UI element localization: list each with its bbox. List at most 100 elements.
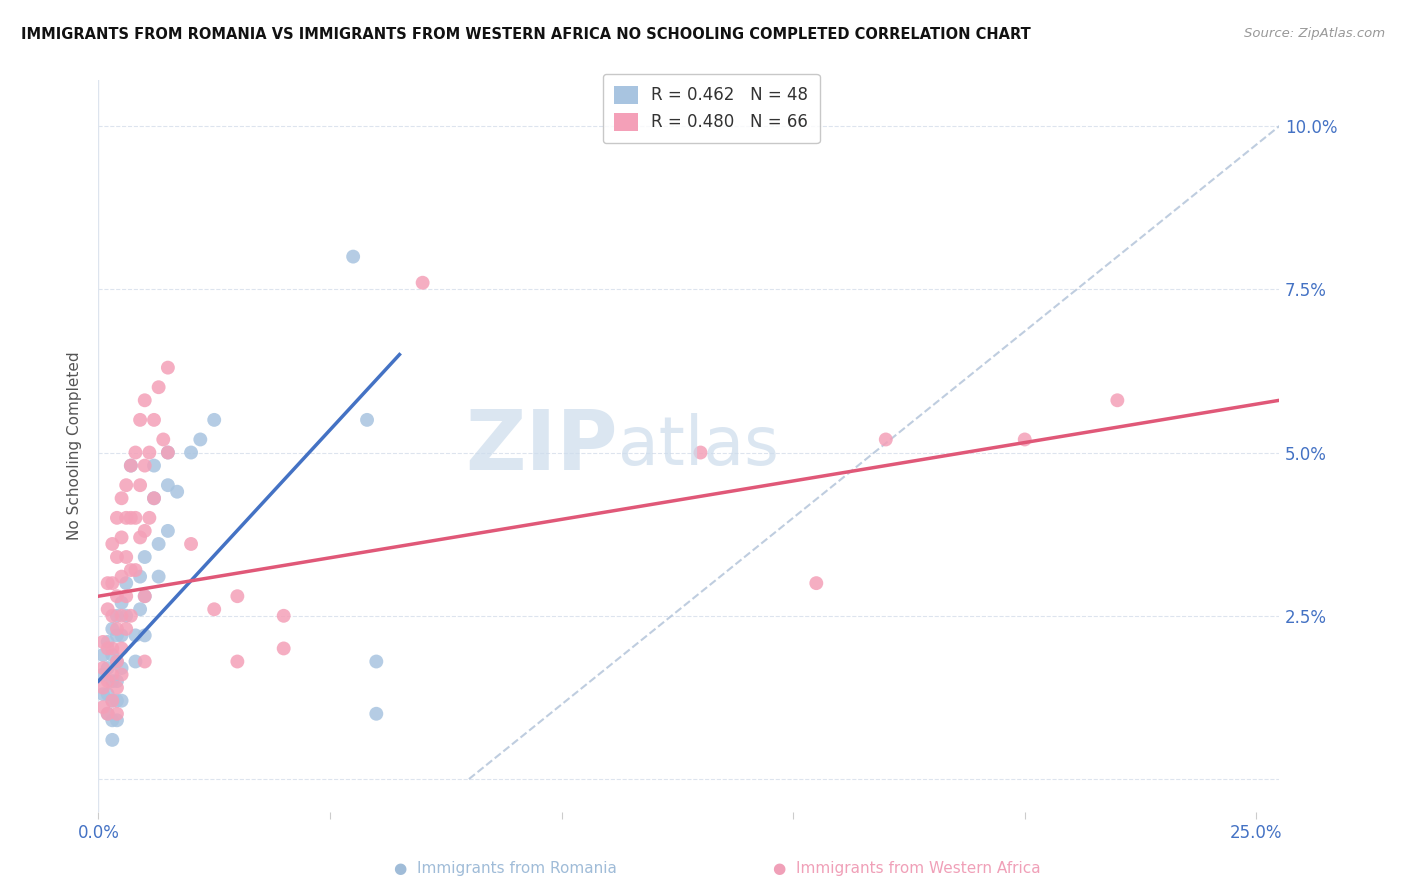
- Point: [105, 549, 128, 564]
- Point: [110, 641, 132, 656]
- Point: [101, 576, 124, 591]
- Text: ●  Immigrants from Romania: ● Immigrants from Romania: [394, 861, 617, 876]
- Point: [120, 608, 142, 623]
- Point: [412, 276, 434, 290]
- Point: [689, 445, 711, 459]
- Point: [134, 393, 156, 408]
- Point: [101, 674, 124, 689]
- Point: [134, 458, 156, 473]
- Point: [101, 694, 124, 708]
- Point: [134, 524, 156, 538]
- Text: atlas: atlas: [619, 413, 779, 479]
- Point: [110, 491, 132, 506]
- Point: [134, 549, 156, 564]
- Point: [180, 537, 202, 551]
- Point: [97, 576, 120, 591]
- Point: [101, 694, 124, 708]
- Point: [120, 563, 142, 577]
- Point: [226, 589, 249, 603]
- Point: [143, 491, 166, 506]
- Point: [105, 706, 128, 721]
- Point: [202, 602, 225, 616]
- Point: [143, 458, 166, 473]
- Point: [101, 648, 124, 662]
- Point: [91, 635, 114, 649]
- Point: [91, 687, 114, 701]
- Point: [97, 641, 120, 656]
- Point: [366, 706, 388, 721]
- Point: [129, 602, 152, 616]
- Point: [105, 714, 128, 728]
- Point: [156, 445, 179, 459]
- Point: [101, 537, 124, 551]
- Point: [115, 622, 138, 636]
- Point: [156, 360, 179, 375]
- Point: [101, 608, 124, 623]
- Point: [105, 655, 128, 669]
- Point: [129, 530, 152, 544]
- Point: [143, 491, 166, 506]
- Point: [124, 655, 146, 669]
- Point: [1107, 393, 1129, 408]
- Point: [129, 478, 152, 492]
- Point: [105, 681, 128, 695]
- Point: [97, 674, 120, 689]
- Point: [97, 661, 120, 675]
- Point: [110, 694, 132, 708]
- Point: [105, 694, 128, 708]
- Point: [97, 602, 120, 616]
- Point: [110, 661, 132, 675]
- Text: ●  Immigrants from Western Africa: ● Immigrants from Western Africa: [773, 861, 1040, 876]
- Point: [115, 589, 138, 603]
- Point: [366, 655, 388, 669]
- Point: [156, 445, 179, 459]
- Point: [91, 661, 114, 675]
- Point: [356, 413, 378, 427]
- Point: [138, 445, 160, 459]
- Point: [101, 641, 124, 656]
- Point: [105, 511, 128, 525]
- Point: [148, 569, 170, 583]
- Point: [91, 681, 114, 695]
- Point: [97, 635, 120, 649]
- Point: [1014, 433, 1036, 447]
- Point: [120, 511, 142, 525]
- Point: [134, 589, 156, 603]
- Point: [91, 667, 114, 681]
- Point: [105, 608, 128, 623]
- Point: [188, 433, 211, 447]
- Point: [110, 596, 132, 610]
- Point: [180, 445, 202, 459]
- Point: [101, 667, 124, 681]
- Point: [273, 608, 295, 623]
- Text: Source: ZipAtlas.com: Source: ZipAtlas.com: [1244, 27, 1385, 40]
- Point: [110, 530, 132, 544]
- Point: [134, 628, 156, 642]
- Point: [156, 478, 179, 492]
- Point: [110, 628, 132, 642]
- Point: [273, 641, 295, 656]
- Y-axis label: No Schooling Completed: No Schooling Completed: [67, 351, 83, 541]
- Point: [97, 706, 120, 721]
- Point: [156, 524, 179, 538]
- Point: [120, 458, 142, 473]
- Point: [148, 380, 170, 394]
- Point: [101, 714, 124, 728]
- Point: [115, 608, 138, 623]
- Legend: R = 0.462   N = 48, R = 0.480   N = 66: R = 0.462 N = 48, R = 0.480 N = 66: [603, 74, 820, 143]
- Text: IMMIGRANTS FROM ROMANIA VS IMMIGRANTS FROM WESTERN AFRICA NO SCHOOLING COMPLETED: IMMIGRANTS FROM ROMANIA VS IMMIGRANTS FR…: [21, 27, 1031, 42]
- Point: [97, 687, 120, 701]
- Point: [115, 511, 138, 525]
- Point: [124, 563, 146, 577]
- Point: [105, 655, 128, 669]
- Point: [143, 413, 166, 427]
- Point: [134, 589, 156, 603]
- Point: [105, 622, 128, 636]
- Point: [115, 576, 138, 591]
- Point: [124, 511, 146, 525]
- Point: [129, 413, 152, 427]
- Point: [166, 484, 188, 499]
- Point: [202, 413, 225, 427]
- Point: [110, 608, 132, 623]
- Point: [148, 537, 170, 551]
